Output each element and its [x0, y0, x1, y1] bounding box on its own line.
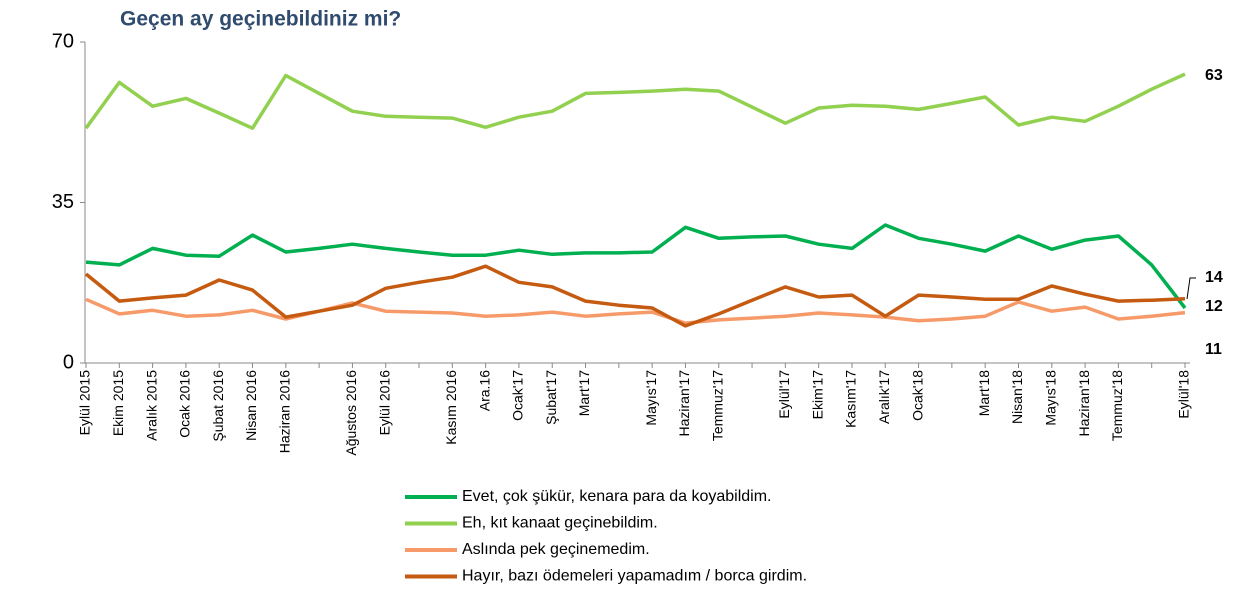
- legend-label: Hayır, bazı ödemeleri yapamadım / borca …: [462, 568, 807, 585]
- leader-line: [1186, 277, 1196, 300]
- x-tick-label: Ekim'17: [809, 370, 825, 420]
- legend-label: Eh, kıt kanaat geçinebildim.: [462, 515, 658, 532]
- x-tick-label: Temmuz'17: [709, 370, 725, 441]
- x-tick-label: Kasım'17: [843, 370, 859, 428]
- series-line: [84, 72, 1186, 130]
- x-tick-label: Haziran 2016: [277, 370, 293, 453]
- x-tick-label: Aralık'17: [876, 370, 892, 424]
- x-tick-label: Kasım 2016: [443, 370, 459, 445]
- x-tick-label: Ağustos 2016: [343, 370, 359, 456]
- x-tick-label: Ocak'18: [909, 370, 925, 421]
- x-tick-label: Nisan 2016: [243, 370, 259, 441]
- end-label: 12: [1205, 298, 1223, 315]
- x-tick-label: Ekim 2015: [110, 370, 126, 436]
- y-tick-label: 35: [52, 191, 74, 213]
- x-tick-label: Eylül'17: [776, 370, 792, 419]
- series-line: [84, 264, 1186, 328]
- legend-label: Evet, çok şükür, kenara para da koyabild…: [462, 488, 772, 505]
- x-tick-label: Eylül 2016: [376, 370, 392, 436]
- x-tick-label: Aralık 2015: [143, 370, 159, 441]
- x-tick-label: Şubat'17: [543, 370, 559, 425]
- series-line: [85, 223, 1187, 310]
- x-tick-label: Haziran'17: [676, 370, 692, 437]
- series-line: [85, 297, 1186, 325]
- x-tick-label: Mayıs'18: [1042, 370, 1058, 426]
- x-tick-label: Mart'17: [576, 370, 592, 416]
- y-tick-label: 70: [52, 30, 74, 52]
- x-tick-label: Mayıs'17: [643, 370, 659, 426]
- x-tick-label: Nisan'18: [1009, 370, 1025, 424]
- x-tick-label: Eylül'18: [1176, 370, 1192, 419]
- x-tick-label: Şubat 2016: [210, 370, 226, 442]
- chart-title: Geçen ay geçinebildiniz mi?: [120, 8, 401, 31]
- x-tick-label: Mart'18: [976, 370, 992, 416]
- end-label: 11: [1205, 341, 1222, 358]
- y-tick-label: 0: [63, 351, 74, 373]
- x-tick-label: Haziran'18: [1076, 370, 1092, 437]
- x-tick-label: Ara.16: [476, 370, 492, 411]
- x-tick-label: Temmuz'18: [1109, 370, 1125, 441]
- end-label: 14: [1205, 269, 1223, 286]
- x-tick-label: Eylül 2015: [77, 370, 93, 436]
- legend-label: Aslında pek geçinemedim.: [462, 541, 650, 558]
- x-tick-label: Ocak 2016: [177, 370, 193, 438]
- x-tick-label: Ocak'17: [510, 370, 526, 421]
- end-label: 63: [1205, 67, 1223, 84]
